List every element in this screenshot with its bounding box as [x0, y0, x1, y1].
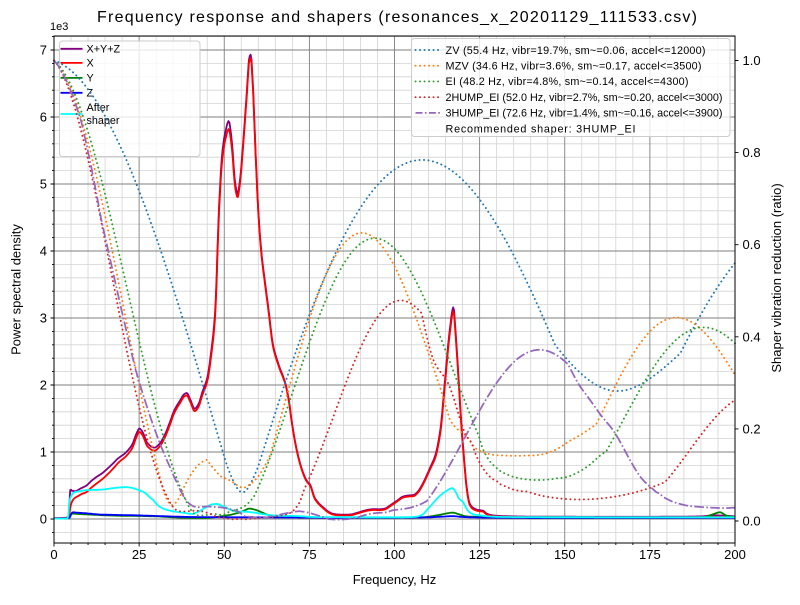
- svg-text:Frequency, Hz: Frequency, Hz: [353, 572, 437, 587]
- svg-text:2HUMP_EI (52.0 Hz, vibr=2.7%,: 2HUMP_EI (52.0 Hz, vibr=2.7%, sm~=0.20, …: [446, 92, 723, 104]
- svg-text:75: 75: [302, 547, 316, 562]
- svg-text:Power spectral density: Power spectral density: [9, 224, 24, 355]
- svg-text:7: 7: [40, 43, 47, 58]
- svg-text:0.0: 0.0: [743, 514, 761, 529]
- svg-text:Y: Y: [87, 73, 94, 85]
- svg-text:100: 100: [384, 547, 406, 562]
- svg-text:0: 0: [40, 512, 47, 527]
- svg-text:After: After: [87, 102, 110, 114]
- svg-text:200: 200: [724, 547, 746, 562]
- svg-text:X: X: [87, 58, 94, 70]
- svg-text:5: 5: [40, 177, 47, 192]
- svg-text:0: 0: [50, 547, 57, 562]
- svg-text:0.4: 0.4: [743, 329, 761, 344]
- svg-text:125: 125: [469, 547, 491, 562]
- svg-text:Frequency response and shapers: Frequency response and shapers (resonanc…: [97, 9, 697, 26]
- svg-text:2: 2: [40, 378, 47, 393]
- svg-text:MZV (34.6 Hz, vibr=3.6%, sm~=0: MZV (34.6 Hz, vibr=3.6%, sm~=0.17, accel…: [446, 61, 702, 73]
- svg-text:1e3: 1e3: [50, 21, 68, 33]
- svg-text:0.2: 0.2: [743, 421, 761, 436]
- svg-text:X+Y+Z: X+Y+Z: [87, 44, 121, 56]
- svg-text:25: 25: [132, 547, 146, 562]
- svg-text:50: 50: [217, 547, 231, 562]
- svg-text:1: 1: [40, 445, 47, 460]
- svg-text:EI (48.2 Hz, vibr=4.8%, sm~=0.: EI (48.2 Hz, vibr=4.8%, sm~=0.14, accel<…: [446, 76, 689, 88]
- svg-text:1.0: 1.0: [743, 53, 761, 68]
- svg-text:Shaper vibration reduction (ra: Shaper vibration reduction (ratio): [769, 183, 784, 372]
- svg-text:4: 4: [40, 244, 47, 259]
- svg-text:0.8: 0.8: [743, 145, 761, 160]
- svg-text:Z: Z: [87, 88, 94, 100]
- svg-text:0.6: 0.6: [743, 237, 761, 252]
- svg-text:ZV (55.4 Hz, vibr=19.7%, sm~=0: ZV (55.4 Hz, vibr=19.7%, sm~=0.06, accel…: [446, 45, 706, 57]
- svg-text:175: 175: [639, 547, 661, 562]
- svg-text:3: 3: [40, 311, 47, 326]
- svg-text:3HUMP_EI (72.6 Hz, vibr=1.4%,: 3HUMP_EI (72.6 Hz, vibr=1.4%, sm~=0.16, …: [446, 108, 723, 120]
- svg-text:150: 150: [554, 547, 576, 562]
- svg-text:6: 6: [40, 110, 47, 125]
- svg-text:Recommended shaper: 3HUMP_EI: Recommended shaper: 3HUMP_EI: [446, 124, 636, 136]
- svg-text:shaper: shaper: [87, 115, 120, 127]
